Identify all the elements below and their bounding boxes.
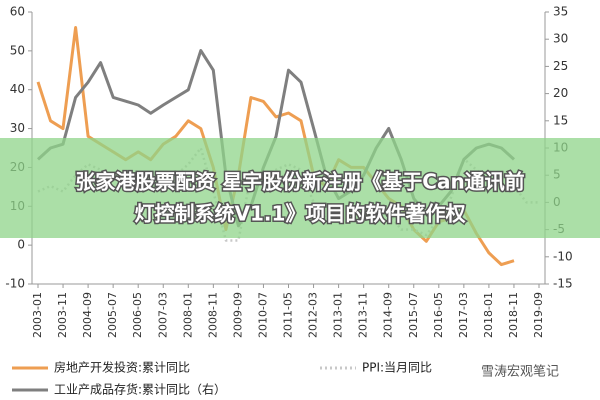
y-tick-label: 60 — [10, 5, 25, 19]
y2-tick-label: -15 — [553, 277, 573, 291]
x-tick-label: 2018-11 — [507, 292, 520, 338]
legend-label: 工业产成品存货:累计同比（右） — [54, 382, 226, 397]
x-tick-label: 2008-01 — [181, 292, 194, 338]
x-tick-label: 2015-07 — [407, 292, 420, 338]
x-tick-label: 2007-03 — [156, 292, 169, 338]
banner-line: 张家港股票配资 星宇股份新注册《基于Can通讯前 — [75, 170, 524, 194]
y-tick-label: 40 — [10, 82, 25, 96]
x-tick-label: 2004-09 — [81, 292, 94, 338]
y2-tick-label: -10 — [553, 249, 573, 263]
y-tick-label: 50 — [10, 43, 25, 57]
x-tick-label: 2013-01 — [332, 292, 345, 338]
x-tick-label: 2006-05 — [131, 292, 144, 338]
y-tick-label: -10 — [5, 277, 25, 291]
x-tick-label: 2011-05 — [282, 292, 295, 338]
x-tick-label: 2010-07 — [256, 292, 269, 338]
y2-tick-label: 15 — [553, 113, 568, 127]
legend-label: 房地产开发投资:累计同比 — [54, 360, 190, 375]
x-tick-label: 2005-07 — [106, 292, 119, 338]
watermark: 雪涛宏观笔记 — [481, 364, 559, 380]
x-tick-label: 2018-01 — [482, 292, 495, 338]
banner-strip — [0, 138, 600, 238]
y-tick-label: 0 — [17, 238, 25, 252]
y-tick-label: 30 — [10, 121, 25, 135]
x-tick-label: 2003-11 — [56, 292, 69, 338]
x-tick-label: 2009-09 — [231, 292, 244, 338]
x-tick-label: 2012-03 — [307, 292, 320, 338]
y2-tick-label: 20 — [553, 86, 568, 100]
x-tick-label: 2003-01 — [31, 292, 44, 338]
y2-tick-label: 35 — [553, 5, 568, 19]
x-tick-label: 2013-11 — [357, 292, 370, 338]
x-tick-label: 2016-05 — [432, 292, 445, 338]
x-tick-label: 2019-09 — [532, 292, 545, 338]
x-tick-label: 2014-09 — [382, 292, 395, 338]
banner-line: 灯控制系统V1.1》项目的软件著作权 — [135, 202, 467, 226]
x-tick-label: 2008-11 — [206, 292, 219, 338]
y2-tick-label: 25 — [553, 59, 568, 73]
x-tick-label: 2017-03 — [457, 292, 470, 338]
y2-tick-label: 30 — [553, 32, 568, 46]
legend-label: PPI:当月同比 — [362, 361, 432, 375]
